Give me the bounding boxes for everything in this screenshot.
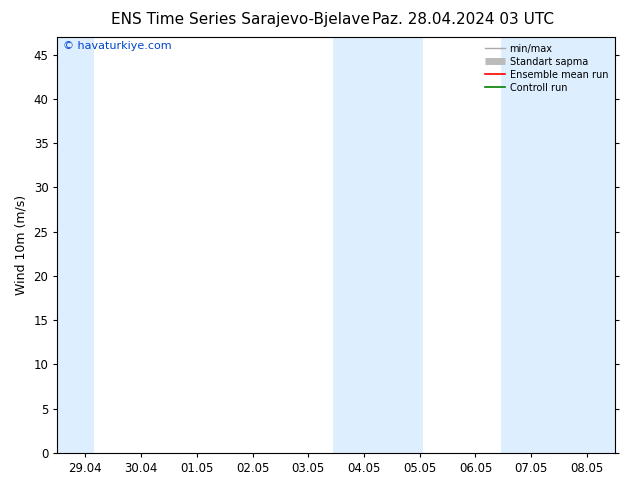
Text: ENS Time Series Sarajevo-Bjelave: ENS Time Series Sarajevo-Bjelave <box>112 12 370 27</box>
Bar <box>58 37 94 453</box>
Text: Paz. 28.04.2024 03 UTC: Paz. 28.04.2024 03 UTC <box>372 12 554 27</box>
Bar <box>333 37 422 453</box>
Text: © havaturkiye.com: © havaturkiye.com <box>63 41 172 51</box>
Bar <box>501 37 615 453</box>
Legend: min/max, Standart sapma, Ensemble mean run, Controll run: min/max, Standart sapma, Ensemble mean r… <box>481 40 612 97</box>
Y-axis label: Wind 10m (m/s): Wind 10m (m/s) <box>15 195 28 295</box>
